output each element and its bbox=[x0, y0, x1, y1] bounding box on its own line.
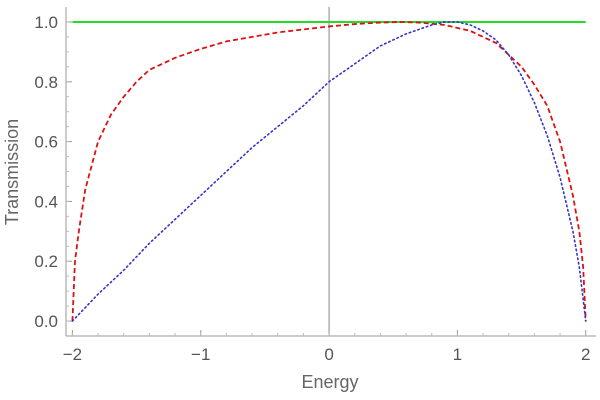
x-tick-label: 1 bbox=[453, 345, 462, 364]
y-tick-label: 0.6 bbox=[34, 133, 58, 152]
series-line-dotted bbox=[71, 21, 587, 322]
x-tick-label: −1 bbox=[191, 345, 210, 364]
y-tick-label: 0.8 bbox=[34, 73, 58, 92]
series-line-dashed bbox=[71, 21, 587, 322]
y-tick-label: 1.0 bbox=[34, 13, 58, 32]
x-tick-label: 2 bbox=[581, 345, 590, 364]
y-axis-title: Transmission bbox=[2, 119, 22, 225]
y-tick-label: 0.2 bbox=[34, 252, 58, 271]
plot-frame bbox=[65, 7, 596, 337]
y-tick-label: 0.0 bbox=[34, 312, 58, 331]
x-tick-label: 0 bbox=[324, 345, 333, 364]
y-tick-label: 0.4 bbox=[34, 192, 58, 211]
x-axis-title: Energy bbox=[301, 372, 358, 392]
x-tick-label: −2 bbox=[63, 345, 82, 364]
